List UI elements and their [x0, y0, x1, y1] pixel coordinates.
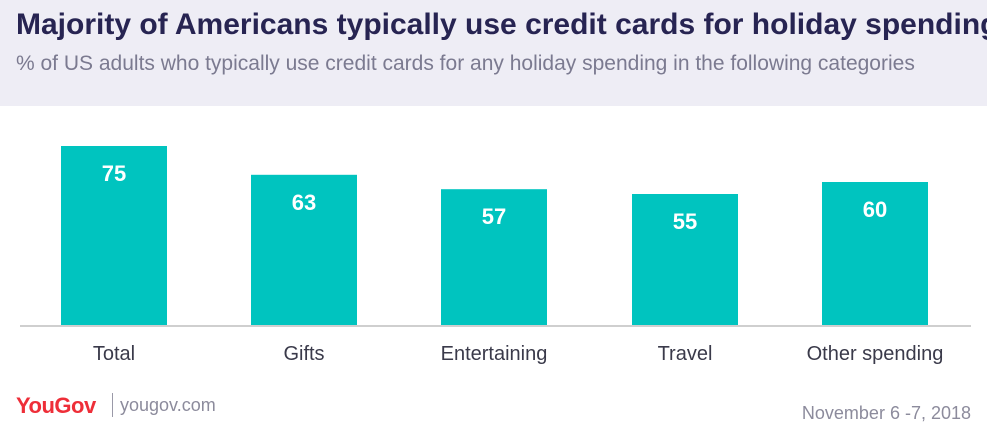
value-label: 55: [673, 209, 697, 234]
category-label: Total: [93, 343, 135, 365]
bar-gifts: [251, 174, 357, 326]
chart-subtitle: % of US adults who typically use credit …: [16, 52, 915, 75]
footer-divider: [112, 393, 113, 417]
survey-date: November 6 -7, 2018: [801, 403, 971, 423]
yougov-logo: YouGov: [16, 393, 96, 418]
bar-chart: 75 63 57 55 60 Total Gifts Entertaining Travel O…: [20, 146, 971, 365]
bar-travel: [632, 194, 738, 326]
value-label: 75: [102, 161, 126, 186]
bars-layer: 75 63 57 55 60: [61, 146, 928, 326]
chart-title: Majority of Americans typically use cred…: [16, 8, 987, 41]
category-label: Other spending: [807, 343, 944, 365]
category-label: Gifts: [283, 343, 324, 365]
category-label: Travel: [658, 343, 713, 365]
value-label: 63: [292, 190, 316, 215]
bar-entertaining: [441, 189, 547, 326]
bar-total: [61, 146, 167, 326]
bar-other-spending: [822, 182, 928, 326]
value-label: 57: [482, 204, 506, 229]
value-label: 60: [863, 197, 887, 222]
header-band: Majority of Americans typically use cred…: [0, 0, 987, 106]
category-labels: Total Gifts Entertaining Travel Other spendi…: [93, 343, 944, 365]
footer-url: yougov.com: [120, 395, 216, 415]
category-label: Entertaining: [441, 343, 548, 365]
